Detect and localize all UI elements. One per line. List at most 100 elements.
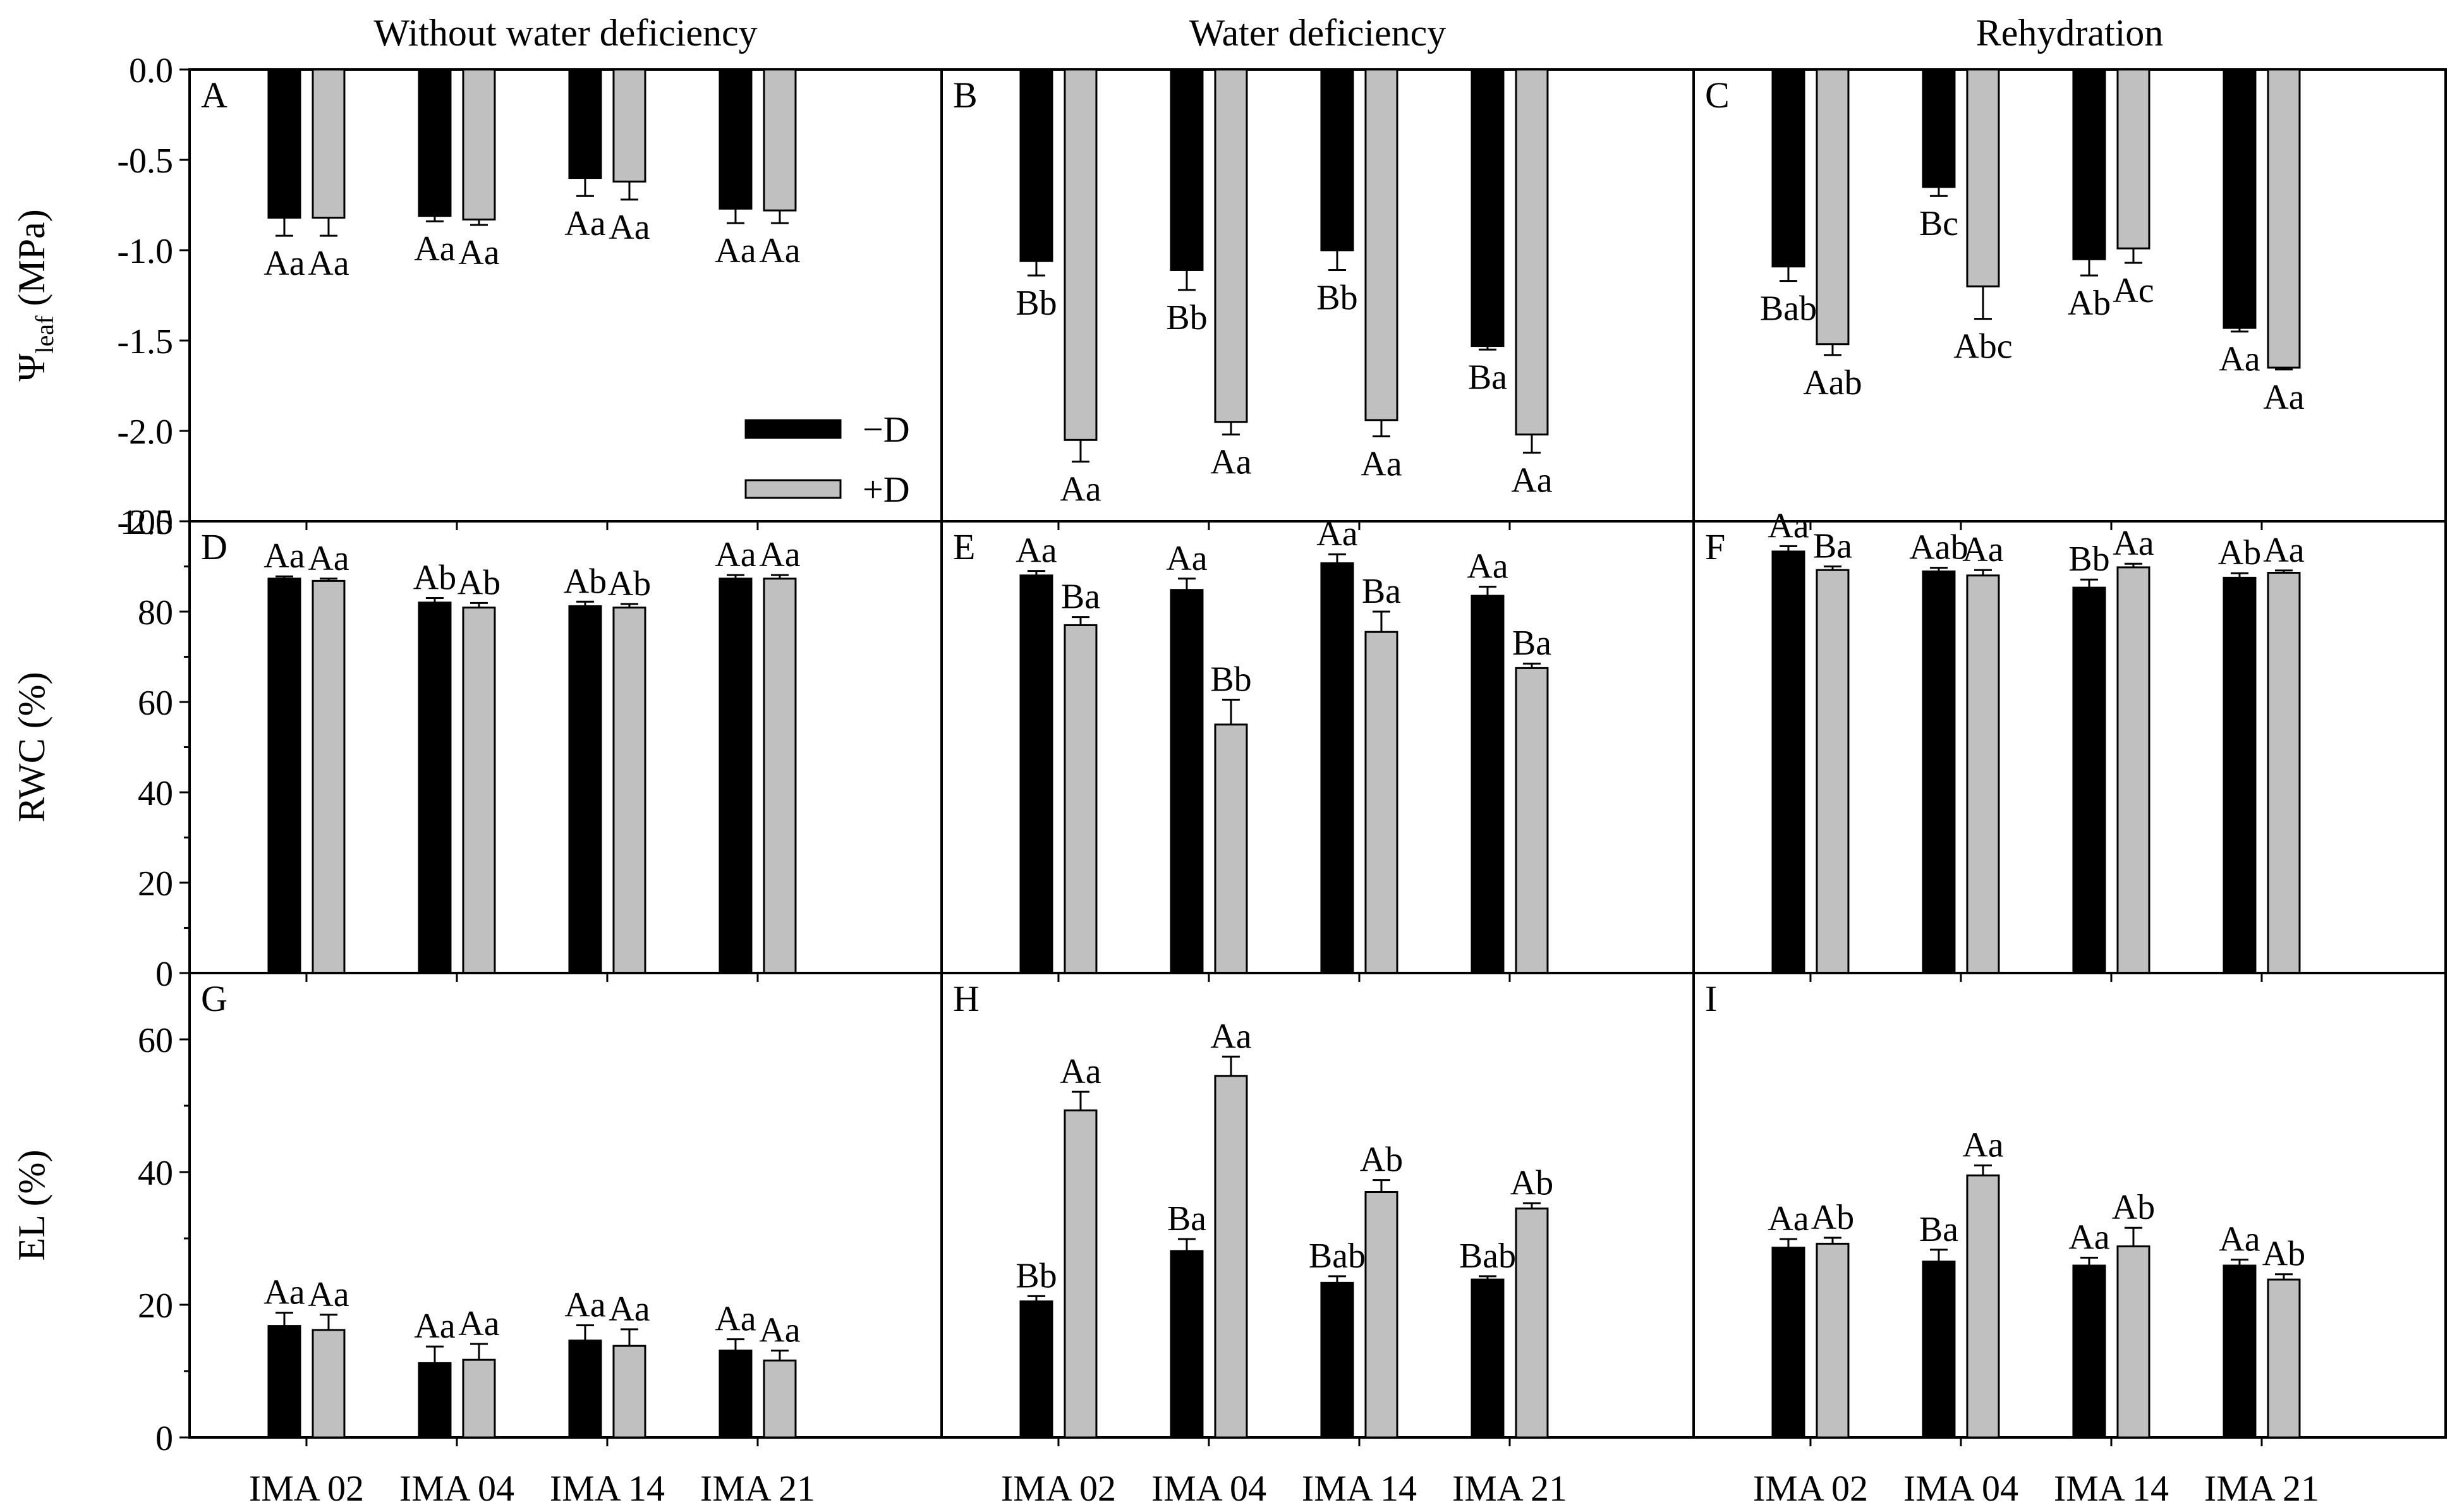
panel-frame — [1692, 972, 2447, 1439]
significance-label: Bc — [1919, 204, 1958, 243]
significance-label: Bb — [2068, 540, 2109, 579]
significance-label: Bab — [1309, 1237, 1366, 1276]
x-tick-label: IMA 21 — [1452, 1468, 1567, 1509]
bar-plus-d — [763, 1359, 797, 1439]
significance-label: Aa — [2219, 1220, 2260, 1259]
x-tick-label: IMA 02 — [249, 1468, 364, 1509]
bar-plus-d — [462, 607, 496, 974]
bar-minus-d — [418, 1362, 452, 1439]
panel-frame — [1692, 520, 2447, 974]
x-tick-label: IMA 14 — [550, 1468, 665, 1509]
significance-label: Ac — [2113, 271, 2154, 310]
x-tick-label: IMA 02 — [1753, 1468, 1868, 1509]
bar-plus-d — [2267, 68, 2301, 369]
panel-frame — [940, 520, 1695, 974]
bar-minus-d — [1922, 68, 1956, 188]
x-tick-label: IMA 04 — [399, 1468, 514, 1509]
significance-label: Aa — [1060, 1052, 1101, 1091]
significance-label: Aa — [715, 535, 756, 574]
y-tick-label: -0.5 — [117, 142, 173, 181]
significance-label: Aa — [1210, 443, 1251, 482]
bar-minus-d — [1019, 68, 1053, 262]
significance-label: Ab — [564, 562, 607, 601]
significance-label: Ba — [1061, 578, 1100, 617]
column-title: Without water deficiency — [373, 12, 757, 54]
significance-label: Bab — [1459, 1237, 1516, 1276]
bar-minus-d — [1019, 574, 1053, 974]
significance-label: Aa — [609, 208, 650, 247]
significance-label: Ab — [1510, 1163, 1553, 1202]
significance-label: Aa — [2263, 378, 2304, 417]
bar-plus-d — [1816, 68, 1850, 346]
column-title: Rehydration — [1976, 12, 2164, 54]
significance-label: Aa — [1166, 539, 1207, 578]
significance-label: Aa — [715, 231, 756, 270]
bar-minus-d — [1471, 595, 1505, 974]
y-axis-label-group: RWC (%) — [11, 672, 52, 822]
significance-label: Ba — [1919, 1210, 1958, 1249]
significance-label: Aa — [2263, 531, 2304, 570]
bar-plus-d — [1214, 1075, 1248, 1439]
bar-minus-d — [719, 1349, 753, 1439]
y-axis-label-group: Ψleaf (MPa) — [11, 209, 59, 382]
bar-plus-d — [612, 68, 646, 183]
significance-label: Aa — [2113, 524, 2154, 563]
bar-plus-d — [1515, 68, 1549, 436]
bar-plus-d — [612, 607, 646, 974]
significance-label: Aa — [264, 244, 305, 283]
significance-label: Ab — [2112, 1188, 2155, 1227]
significance-label: Aa — [308, 539, 349, 578]
significance-label: Ba — [1512, 624, 1551, 663]
significance-label: Aa — [308, 1275, 349, 1314]
bar-minus-d — [1019, 1300, 1053, 1439]
bar-minus-d — [1320, 562, 1354, 974]
y-axis-label-subscript: leaf — [30, 315, 59, 354]
panel-letter: H — [953, 978, 980, 1019]
significance-label: Aa — [1962, 530, 2003, 569]
significance-label: Ab — [1360, 1140, 1403, 1180]
y-axis-label-symbol: Ψ — [11, 353, 52, 382]
significance-label: Aa — [458, 1304, 499, 1343]
bar-minus-d — [568, 68, 602, 179]
bar-plus-d — [1364, 68, 1398, 421]
panel-frame — [188, 68, 943, 523]
significance-label: Aab — [1803, 363, 1862, 402]
significance-label: Aa — [1316, 514, 1357, 553]
bar-plus-d — [312, 1329, 346, 1439]
bar-plus-d — [2116, 566, 2151, 974]
significance-label: Bb — [1166, 298, 1207, 337]
bar-plus-d — [312, 68, 346, 219]
significance-label: Bb — [1210, 660, 1251, 699]
significance-label: Ab — [2262, 1235, 2305, 1274]
significance-label: Aa — [1511, 461, 1552, 500]
significance-label: Bb — [1016, 284, 1057, 323]
bar-minus-d — [418, 68, 452, 217]
bar-minus-d — [2223, 1264, 2257, 1439]
significance-label: Ba — [1468, 358, 1507, 397]
bar-minus-d — [2072, 1264, 2106, 1439]
bar-minus-d — [1471, 68, 1505, 348]
y-tick-label: 100 — [120, 503, 173, 542]
bar-minus-d — [1170, 68, 1204, 271]
bar-plus-d — [1364, 631, 1398, 974]
bar-minus-d — [267, 1325, 301, 1439]
bar-plus-d — [1214, 68, 1248, 423]
significance-label: Aa — [1467, 547, 1508, 586]
y-tick-label: 80 — [138, 593, 173, 632]
bar-minus-d — [1922, 1261, 1956, 1439]
significance-label: Abc — [1953, 327, 2012, 366]
significance-label: Aa — [264, 536, 305, 576]
panel-letter: B — [953, 75, 978, 116]
bar-plus-d — [1816, 569, 1850, 974]
bar-minus-d — [1922, 570, 1956, 974]
bar-minus-d — [568, 1340, 602, 1439]
y-axis-label-group: EL (%) — [11, 1149, 52, 1261]
panel-letter: C — [1705, 75, 1730, 116]
significance-label: Aa — [2219, 340, 2260, 379]
y-tick-label: 0 — [155, 955, 173, 994]
bar-plus-d — [1515, 667, 1549, 974]
y-tick-label: 20 — [138, 1286, 173, 1326]
significance-label: Aa — [1210, 1017, 1251, 1056]
bar-minus-d — [1170, 1250, 1204, 1439]
significance-label: Aa — [564, 1286, 605, 1325]
